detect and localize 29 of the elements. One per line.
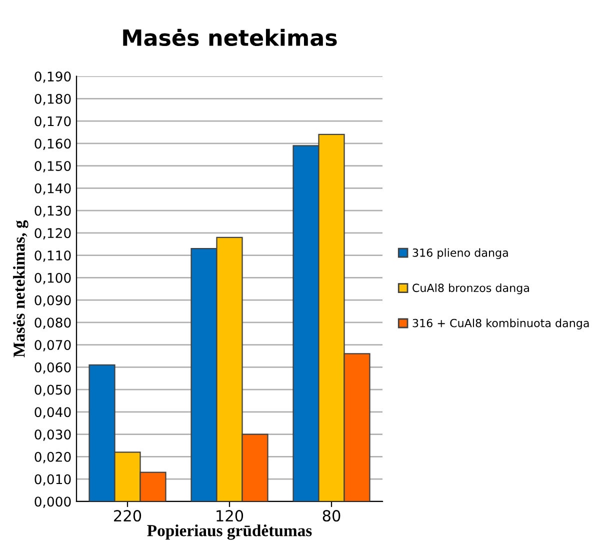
y-tick-label: 0,150 <box>34 161 71 172</box>
y-axis-title: Masės netekimas, g <box>13 220 28 358</box>
y-tick-label: 0,100 <box>34 272 71 284</box>
y-tick-label: 0,110 <box>34 250 71 262</box>
y-tick-label: 0,180 <box>34 94 71 106</box>
y-tick-label: 0,060 <box>34 362 71 374</box>
x-tick-label: 220 <box>114 510 142 522</box>
legend-label: 316 + CuAl8 kombinuota danga <box>412 318 589 330</box>
y-tick-label: 0,040 <box>34 407 71 418</box>
y-tick-label: 0,030 <box>34 430 71 441</box>
y-tick-label: 0,010 <box>34 474 71 486</box>
y-tick-label: 0,020 <box>34 452 71 464</box>
y-tick-label: 0,170 <box>34 116 71 128</box>
y-tick-label: 0,090 <box>34 295 71 307</box>
y-tick-label: 0,190 <box>34 72 71 83</box>
x-axis-title: Popieriaus grūdėtumas <box>147 524 312 540</box>
legend-label: CuAl8 bronzos danga <box>412 283 529 294</box>
chart-title: Masės netekimas <box>123 28 337 46</box>
y-tick-label: 0,140 <box>34 183 71 195</box>
y-tick-label: 0,050 <box>34 384 71 396</box>
y-tick-label: 0,130 <box>34 206 71 218</box>
legend-label: 316 plieno danga <box>412 248 508 260</box>
x-tick-label: 120 <box>216 510 244 522</box>
y-tick-label: 0,000 <box>34 496 71 508</box>
x-tick-label: 80 <box>322 510 340 522</box>
y-tick-label: 0,160 <box>34 138 71 150</box>
y-tick-label: 0,070 <box>34 340 71 352</box>
y-tick-label: 0,120 <box>34 228 71 240</box>
y-tick-label: 0,080 <box>34 318 71 329</box>
